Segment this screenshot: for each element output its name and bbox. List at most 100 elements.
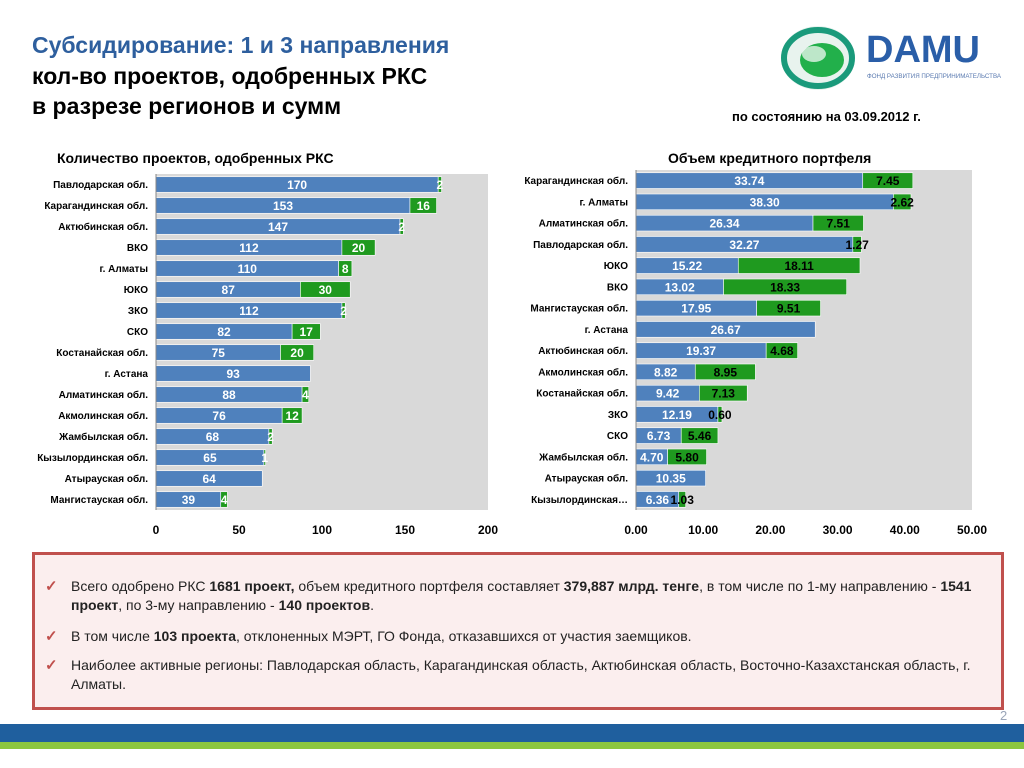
check-icon: ✓ [45, 628, 58, 645]
bar-value-label: 110 [238, 262, 258, 276]
bar-value-label: 2.62 [890, 195, 914, 209]
x-tick-label: 200 [478, 523, 498, 537]
x-tick-label: 40.00 [890, 523, 920, 537]
bar-series2 [437, 176, 442, 193]
title-line-1: Субсидирование: 1 и 3 направления [32, 32, 450, 58]
bar-value-label: 18.33 [770, 280, 800, 294]
category-label: Мангистауская обл. [530, 303, 628, 315]
summary-text-1: Всего одобрено РКС 1681 проект, объем кр… [71, 577, 987, 615]
footer-band-blue [0, 724, 1024, 742]
bar-value-label: 26.67 [711, 323, 741, 337]
bar-value-label: 4 [221, 493, 228, 507]
bar-value-label: 68 [206, 430, 220, 444]
bar-value-label: 20 [352, 241, 366, 255]
summary-text-part: Всего одобрено РКС [71, 578, 210, 594]
bar-value-label: 2 [398, 220, 405, 234]
bar-value-label: 153 [273, 199, 293, 213]
category-label: Акмолинская обл. [538, 366, 628, 378]
summary-text-part: . [370, 597, 374, 613]
bar-value-label: 4.68 [770, 344, 794, 358]
bar-series2 [301, 386, 310, 403]
category-label: СКО [127, 327, 148, 338]
bar-value-label: 26.34 [709, 217, 739, 231]
check-icon: ✓ [45, 657, 58, 674]
bar-value-label: 32.27 [729, 238, 759, 252]
category-label: Карагандинская обл. [524, 175, 628, 187]
bar-value-label: 112 [239, 241, 259, 255]
summary-text-part: 379,887 млрд. тенге [563, 578, 700, 594]
title-line-3: в разрезе регионов и сумм [32, 93, 342, 119]
chart-portfolio: Карагандинская обл. 33.74 7.45 г. Алматы 38.… [524, 170, 987, 537]
category-label: Костанайская обл. [56, 347, 148, 359]
bar-series2 [694, 363, 756, 381]
summary-text-part: , по 3-му направлению - [118, 597, 279, 613]
bar-series2 [723, 278, 847, 296]
bar-value-label: 6.36 [646, 493, 670, 507]
bar-value-label: 4.70 [640, 450, 664, 464]
bar-series2 [699, 384, 748, 402]
bar-value-label: 2 [340, 304, 347, 318]
title-line-2: кол-во проектов, одобренных РКС [32, 63, 428, 89]
bar-value-label: 5.46 [688, 429, 712, 443]
summary-text-part: 1541 проект [71, 578, 972, 613]
bar-series2 [280, 344, 315, 361]
x-tick-label: 0.00 [624, 523, 648, 537]
summary-text-3: Наиболее активные регионы: Павлодарская … [71, 656, 987, 694]
category-label: Кызылординская… [531, 495, 628, 506]
bar-value-label: 10.35 [656, 472, 686, 486]
bar-series2 [852, 236, 862, 253]
category-label: ЮКО [124, 285, 148, 296]
summary-text-part: объем кредитного портфеля составляет [294, 578, 564, 594]
category-label: Мангистауская обл. [50, 494, 148, 506]
bar-value-label: 12.19 [662, 408, 692, 422]
bar-value-label: 65 [203, 451, 217, 465]
x-tick-label: 50.00 [957, 523, 987, 537]
category-label: СКО [607, 431, 628, 442]
bar-series2 [338, 260, 353, 277]
bar-value-label: 82 [217, 325, 231, 339]
summary-box: ✓ Всего одобрено РКС 1681 проект, объем … [32, 552, 1004, 710]
category-label: Атырауская обл. [545, 473, 629, 485]
bar-value-label: 5.80 [675, 450, 699, 464]
x-tick-label: 10.00 [688, 523, 718, 537]
bar-series2 [268, 428, 273, 445]
summary-text-part: 1681 проект, [209, 578, 295, 594]
bar-series2 [680, 427, 719, 444]
category-label: Павлодарская обл. [53, 179, 148, 191]
category-label: г. Астана [105, 369, 149, 380]
bar-value-label: 2 [437, 178, 444, 192]
page-number: 2 [1000, 708, 1008, 723]
bar-value-label: 16 [417, 199, 431, 213]
bar-series2 [812, 214, 864, 232]
bar-value-label: 9.51 [777, 302, 801, 316]
bar-value-label: 38.30 [750, 195, 780, 209]
bar-series2 [399, 218, 404, 235]
bar-value-label: 75 [212, 346, 226, 360]
bar-value-label: 9.42 [656, 387, 680, 401]
bar-series2 [765, 342, 798, 359]
category-label: ВКО [127, 243, 148, 254]
bar-value-label: 1 [261, 451, 268, 465]
summary-text-part: Наиболее активные регионы: Павлодарская … [71, 657, 971, 692]
category-label: Жамбылская обл. [58, 431, 148, 443]
summary-text-part: , в том числе по 1-му направлению - [699, 578, 941, 594]
summary-text-2: В том числе 103 проекта, отклоненных МЭР… [71, 627, 987, 646]
x-tick-label: 150 [395, 523, 415, 537]
bar-value-label: 7.13 [712, 387, 736, 401]
bar-value-label: 17.95 [681, 302, 711, 316]
bar-series2 [281, 407, 303, 424]
chart2-title: Объем кредитного портфеля [668, 150, 872, 166]
bar-value-label: 13.02 [665, 280, 695, 294]
bar-value-label: 17 [300, 325, 314, 339]
bar-value-label: 19.37 [686, 344, 716, 358]
category-label: г. Астана [585, 325, 629, 336]
bar-value-label: 64 [202, 472, 216, 486]
bar-value-label: 76 [212, 409, 226, 423]
bar-value-label: 18.11 [784, 259, 814, 273]
category-label: Алматинская обл. [59, 389, 149, 401]
bar-value-label: 1.27 [845, 238, 869, 252]
category-label: г. Алматы [579, 197, 628, 208]
category-label: Атырауская обл. [65, 473, 149, 485]
bar-value-label: 39 [182, 493, 196, 507]
